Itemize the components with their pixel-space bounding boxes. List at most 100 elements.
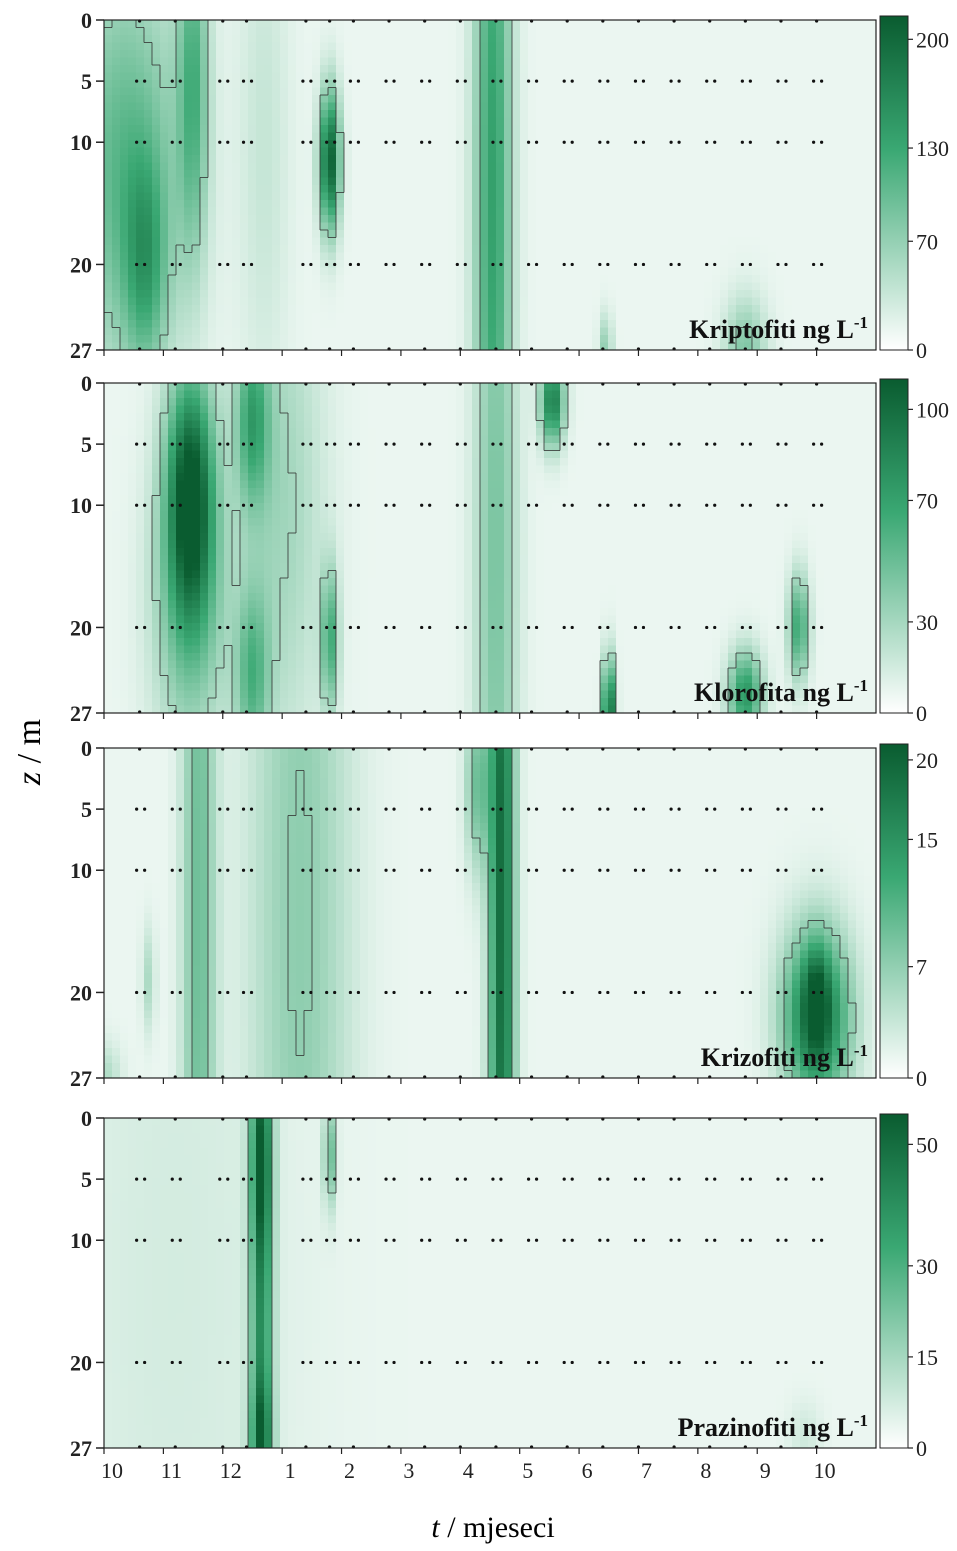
heat-cell (608, 208, 617, 216)
heat-cell (376, 193, 385, 201)
heat-cell (168, 320, 177, 328)
heat-cell (360, 398, 369, 406)
heat-cell (816, 398, 825, 406)
heat-cell (808, 58, 817, 66)
heat-cell (240, 148, 249, 156)
heat-cell (472, 20, 481, 28)
heat-cell (336, 268, 345, 276)
heat-cell (584, 35, 593, 43)
heat-cell (472, 298, 481, 306)
heat-cell (520, 155, 529, 163)
heat-cell (104, 125, 113, 133)
heat-cell (128, 20, 137, 28)
sampling-point (499, 141, 502, 144)
heat-cell (584, 383, 593, 391)
heat-cell (336, 283, 345, 291)
heat-cell (408, 185, 417, 193)
heat-cell (424, 215, 433, 223)
heat-cell (528, 305, 537, 313)
heat-cell (696, 140, 705, 148)
heat-cell (632, 238, 641, 246)
heat-cell (296, 28, 305, 36)
heat-cell (384, 178, 393, 186)
heat-cell (256, 223, 265, 231)
heat-cell (200, 140, 209, 148)
heat-cell (808, 95, 817, 103)
heat-cell (304, 335, 313, 343)
sampling-point (384, 80, 387, 83)
heat-cell (688, 88, 697, 96)
heat-cell (288, 268, 297, 276)
heat-cell (352, 193, 361, 201)
heat-cell (440, 80, 449, 88)
heat-cell (824, 133, 833, 141)
heat-cell (640, 383, 649, 391)
heat-cell (688, 208, 697, 216)
heat-cell (304, 305, 313, 313)
heat-cell (320, 391, 329, 399)
heat-cell (104, 103, 113, 111)
heat-cell (256, 320, 265, 328)
heat-cell (832, 103, 841, 111)
heat-cell (720, 178, 729, 186)
heat-cell (696, 28, 705, 36)
heat-cell (272, 200, 281, 208)
heat-cell (856, 73, 865, 81)
heat-cell (600, 148, 609, 156)
heat-cell (496, 125, 505, 133)
heat-cell (640, 238, 649, 246)
heat-cell (696, 80, 705, 88)
y-tick-label: 10 (70, 130, 92, 155)
heat-cell (240, 155, 249, 163)
heat-cell (496, 253, 505, 261)
heat-cell (744, 110, 753, 118)
heat-cell (408, 283, 417, 291)
heat-cell (768, 155, 777, 163)
heat-cell (328, 215, 337, 223)
sampling-point (598, 141, 601, 144)
heat-cell (432, 215, 441, 223)
heat-cell (368, 103, 377, 111)
heat-cell (104, 275, 113, 283)
heat-cell (304, 133, 313, 141)
heat-cell (632, 185, 641, 193)
heat-cell (624, 35, 633, 43)
sampling-point (820, 263, 823, 266)
heat-cell (864, 260, 873, 268)
heat-cell (456, 50, 465, 58)
heat-cell (416, 95, 425, 103)
heat-cell (304, 95, 313, 103)
heat-cell (768, 391, 777, 399)
heat-cell (152, 73, 161, 81)
heat-cell (184, 335, 193, 343)
heat-cell (216, 215, 225, 223)
heat-cell (808, 391, 817, 399)
heat-cell (320, 383, 329, 391)
heat-cell (344, 223, 353, 231)
heat-cell (568, 215, 577, 223)
heat-cell (288, 155, 297, 163)
heat-cell (104, 208, 113, 216)
heat-cell (696, 20, 705, 28)
heat-cell (304, 245, 313, 253)
heat-cell (760, 230, 769, 238)
heat-cell (736, 275, 745, 283)
heat-cell (200, 215, 209, 223)
heat-cell (160, 50, 169, 58)
heat-cell (232, 283, 241, 291)
heat-cell (168, 178, 177, 186)
heat-cell (672, 110, 681, 118)
heat-cell (800, 28, 809, 36)
heat-cell (352, 28, 361, 36)
heat-cell (536, 200, 545, 208)
heat-cell (416, 65, 425, 73)
heat-cell (208, 148, 217, 156)
heat-cell (304, 223, 313, 231)
heat-cell (184, 65, 193, 73)
heat-cell (408, 320, 417, 328)
heat-cell (440, 208, 449, 216)
heat-cell (576, 148, 585, 156)
heat-cell (512, 65, 521, 73)
heat-cell (712, 223, 721, 231)
